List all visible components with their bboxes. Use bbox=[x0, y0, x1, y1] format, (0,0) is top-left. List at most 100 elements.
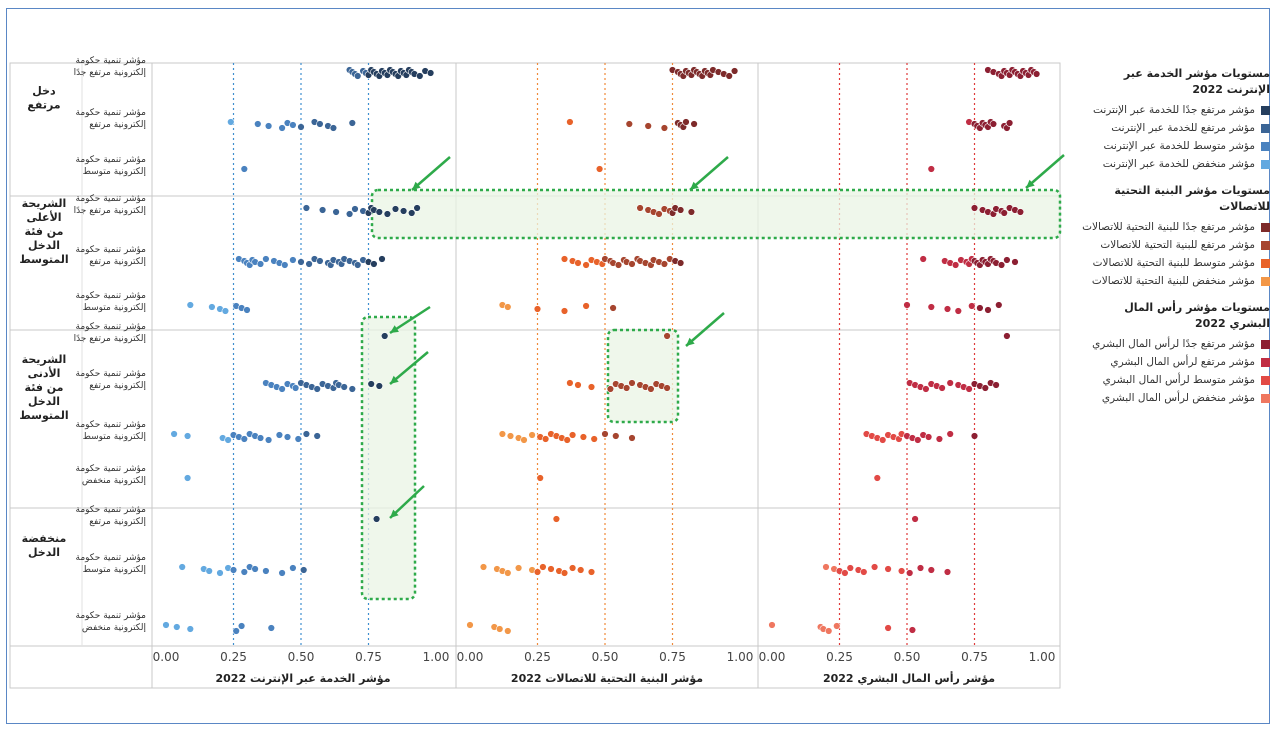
data-point bbox=[243, 306, 251, 314]
data-point bbox=[224, 436, 232, 444]
data-point bbox=[383, 210, 392, 218]
data-point bbox=[289, 564, 297, 572]
legend-item: مؤشر متوسط للخدمة عبر الإنترنت bbox=[1090, 137, 1270, 155]
row-group-label: المتوسط bbox=[19, 409, 68, 422]
row-label: إلكترونية متوسط bbox=[83, 303, 146, 313]
highlight-arrow bbox=[389, 351, 429, 385]
data-point bbox=[870, 563, 879, 571]
data-point bbox=[574, 259, 582, 267]
data-point bbox=[1000, 209, 1008, 217]
legend-label: مؤشر منخفض للخدمة عبر الإنترنت bbox=[1102, 158, 1255, 170]
data-point bbox=[264, 436, 273, 444]
data-point bbox=[162, 621, 170, 629]
row-label: إلكترونية متوسط bbox=[83, 432, 146, 442]
data-point bbox=[381, 332, 389, 340]
data-point bbox=[283, 433, 292, 441]
highlight-arrowhead bbox=[390, 375, 399, 384]
legend-label: مؤشر مرتفع لرأس المال البشري bbox=[1110, 356, 1255, 368]
data-point bbox=[822, 563, 830, 571]
data-point bbox=[375, 382, 383, 390]
data-point bbox=[170, 430, 178, 438]
legend-swatch bbox=[1261, 393, 1270, 403]
data-point bbox=[1005, 119, 1014, 127]
data-point bbox=[884, 624, 892, 632]
row-label: مؤشر تنمية حكومة bbox=[76, 322, 147, 332]
data-point bbox=[378, 255, 386, 263]
data-point bbox=[1003, 256, 1011, 264]
row-label: مؤشر تنمية حكومة bbox=[76, 291, 147, 301]
data-point bbox=[240, 165, 249, 173]
data-point bbox=[375, 208, 383, 216]
x-axis-title: مؤشر الخدمة عبر الإنترنت 2022 bbox=[215, 672, 390, 685]
row-group-label: الدخل bbox=[28, 546, 60, 559]
data-point bbox=[878, 436, 887, 444]
data-point bbox=[391, 205, 400, 213]
row-group-label: من فئة bbox=[25, 225, 64, 238]
data-point bbox=[660, 260, 669, 268]
data-point bbox=[313, 385, 321, 393]
data-point bbox=[354, 261, 362, 269]
data-point bbox=[240, 435, 249, 443]
x-tick-label: 0.75 bbox=[355, 650, 382, 664]
legend-swatch bbox=[1261, 357, 1270, 367]
row-label: إلكترونية مرتفع bbox=[89, 120, 146, 130]
data-point bbox=[614, 261, 623, 269]
data-point bbox=[367, 380, 375, 388]
row-group-label: الشريحة bbox=[22, 353, 67, 366]
data-point bbox=[566, 379, 574, 387]
legend-title: مستويات مؤشر رأس المال البشري 2022 bbox=[1124, 301, 1270, 330]
data-point bbox=[227, 118, 235, 126]
data-point bbox=[504, 627, 512, 635]
legend-label: مؤشر متوسط للبنية التحتية للاتصالات bbox=[1092, 257, 1255, 269]
data-point bbox=[504, 303, 512, 311]
data-point bbox=[622, 384, 631, 392]
data-point bbox=[954, 307, 962, 315]
legend-item: مؤشر مرتفع جدًا لرأس المال البشري bbox=[1090, 335, 1270, 353]
data-point bbox=[305, 260, 313, 268]
data-point bbox=[582, 261, 590, 269]
data-point bbox=[976, 304, 984, 312]
data-point bbox=[533, 305, 542, 313]
data-point bbox=[186, 301, 195, 309]
data-point bbox=[496, 625, 504, 633]
data-point bbox=[251, 565, 259, 573]
row-label: مؤشر تنمية حكومة bbox=[76, 505, 147, 515]
data-point bbox=[587, 568, 596, 576]
data-point bbox=[408, 209, 416, 217]
data-point bbox=[989, 120, 998, 128]
data-point bbox=[676, 259, 685, 267]
data-point bbox=[506, 432, 515, 440]
data-point bbox=[281, 261, 289, 269]
highlight-box bbox=[606, 328, 680, 424]
legend-label: مؤشر مرتفع جدًا للخدمة عبر الإنترنت bbox=[1093, 104, 1255, 116]
data-point bbox=[576, 566, 585, 574]
data-point bbox=[232, 627, 240, 635]
legend-label: مؤشر متوسط للخدمة عبر الإنترنت bbox=[1103, 140, 1255, 152]
data-point bbox=[687, 208, 696, 216]
row-label: إلكترونية متوسط bbox=[83, 167, 146, 177]
data-point bbox=[345, 210, 354, 218]
data-point bbox=[647, 385, 655, 393]
data-point bbox=[240, 568, 249, 576]
data-point bbox=[676, 206, 685, 214]
legend-item: مؤشر منخفض للخدمة عبر الإنترنت bbox=[1090, 155, 1270, 173]
data-point bbox=[946, 379, 954, 387]
legend-swatch bbox=[1261, 105, 1270, 115]
data-point bbox=[351, 205, 359, 213]
data-point bbox=[981, 384, 989, 392]
plot-border bbox=[9, 62, 1061, 689]
legend-title: مستويات مؤشر البنية التحتية للاتصالات bbox=[1114, 184, 1270, 213]
data-point bbox=[237, 622, 246, 630]
x-tick-label: 0.00 bbox=[153, 650, 180, 664]
x-tick-label: 1.00 bbox=[1029, 650, 1056, 664]
data-point bbox=[660, 124, 669, 132]
highlight-box bbox=[360, 315, 417, 601]
data-point bbox=[908, 626, 917, 634]
data-point bbox=[625, 120, 633, 128]
data-point bbox=[216, 569, 224, 577]
data-point bbox=[833, 622, 841, 630]
data-point bbox=[316, 120, 324, 128]
data-point bbox=[927, 165, 935, 173]
data-point bbox=[946, 430, 954, 438]
data-point bbox=[329, 124, 338, 132]
